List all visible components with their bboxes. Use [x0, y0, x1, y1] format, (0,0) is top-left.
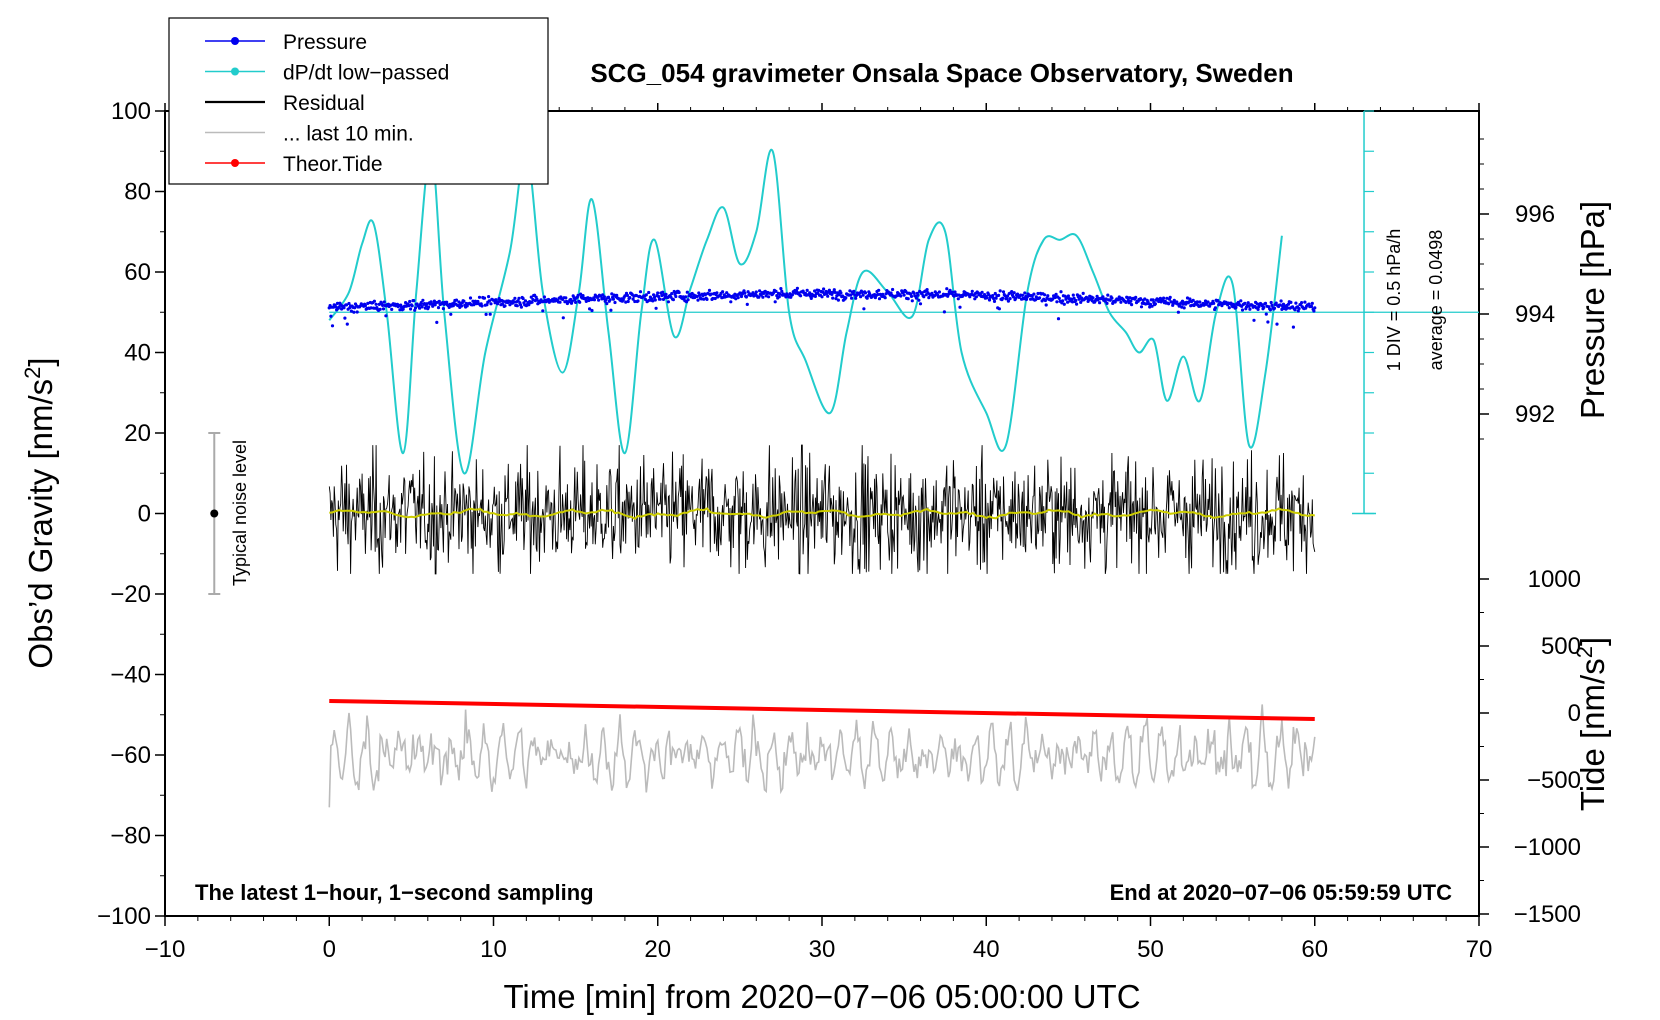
- x-tick-label: 0: [323, 936, 336, 963]
- last-10-min-line: [328, 704, 1316, 808]
- pressure-tick-label: 992: [1515, 401, 1555, 428]
- x-tick-label: 70: [1466, 936, 1493, 963]
- tide-tick-label: −1000: [1514, 834, 1581, 861]
- y-tick-label: 0: [138, 501, 151, 528]
- dpdt-scale-label: 1 DIV = 0.5 hPa/h: [1384, 229, 1404, 372]
- chart-title: SCG_054 gravimeter Onsala Space Observat…: [590, 58, 1293, 88]
- legend: Pressure dP/dt low−passed Residual ... last…: [168, 17, 549, 185]
- bottom-left-note: The latest 1−hour, 1−second sampling: [195, 880, 594, 905]
- x-axis-label: Time [min] from 2020−07−06 05:00:00 UTC: [503, 978, 1140, 1015]
- pressure-dots: [327, 286, 1317, 329]
- bottom-right-note: End at 2020−07−06 05:59:59 UTC: [1110, 880, 1453, 905]
- pressure-tick-label: 996: [1515, 201, 1555, 228]
- y-tick-label: 60: [124, 259, 151, 286]
- pressure-axis-ticks: 992 994 996: [1479, 138, 1555, 440]
- pressure-tick-label: 994: [1515, 301, 1555, 328]
- y-tick-label: 20: [124, 420, 151, 447]
- tide-axis-label: Tide [nm/s2]: [1572, 637, 1611, 811]
- tide-tick-label: −1500: [1514, 901, 1581, 928]
- residual-smoothed-line: [329, 507, 1315, 520]
- x-tick-label: 30: [809, 936, 836, 963]
- legend-swatch-dot: [231, 67, 239, 76]
- x-tick-label: −10: [145, 936, 186, 963]
- tide-line: [329, 698, 1315, 722]
- theor-tide-series: [329, 698, 1315, 722]
- pressure-axis-label: Pressure [hPa]: [1574, 201, 1611, 419]
- y-tick-label: 100: [111, 98, 151, 125]
- dpdt-scale-axis: [329, 110, 1479, 515]
- dpdt-average-label: average = 0.0498: [1426, 230, 1446, 371]
- noise-level-label: Typical noise level: [230, 440, 250, 586]
- legend-swatch-dot: [231, 159, 239, 167]
- legend-label: dP/dt low−passed: [283, 62, 449, 85]
- y-tick-label: −100: [97, 903, 151, 930]
- legend-label: Pressure: [283, 31, 367, 54]
- y-axis-label-close: ]: [22, 357, 59, 366]
- tide-axis-label-text: Tide [nm/s: [1574, 658, 1611, 811]
- dpdt-line: [328, 148, 1283, 475]
- dpdt-series: [328, 148, 1283, 475]
- tide-tick-label: 500: [1541, 633, 1581, 660]
- tide-axis-ticks: −1500 −1000 −500 0 500 1000: [1479, 566, 1581, 928]
- tide-tick-label: 0: [1568, 700, 1581, 727]
- noise-level-bar: [208, 432, 221, 595]
- y-axis-ticks: −100 −80 −60 −40 −20 0 20 40 60 80 100: [97, 98, 165, 930]
- y-axis-label: Obs’d Gravity [nm/s2]: [20, 357, 59, 668]
- x-tick-label: 60: [1301, 936, 1328, 963]
- x-tick-label: 40: [973, 936, 1000, 963]
- residual-series: [328, 444, 1316, 575]
- x-tick-label: 20: [644, 936, 671, 963]
- legend-label: Residual: [283, 92, 365, 115]
- tide-axis-label-close: ]: [1574, 637, 1611, 646]
- tide-axis-label-sup: 2: [1572, 646, 1597, 658]
- y-tick-label: 40: [124, 340, 151, 367]
- legend-swatch-dot: [231, 37, 239, 45]
- x-axis-ticks: −10 0 10 20 30 40 50 60 70: [145, 103, 1493, 963]
- tide-tick-label: 1000: [1528, 566, 1581, 593]
- y-axis-label-sup: 2: [20, 367, 45, 379]
- last-10-min-series: [328, 704, 1316, 808]
- y-tick-label: −60: [110, 742, 151, 769]
- y-tick-label: −20: [110, 581, 151, 608]
- y-tick-label: 80: [124, 179, 151, 206]
- y-tick-label: −40: [110, 662, 151, 689]
- noise-bar-center-dot: [210, 509, 219, 518]
- residual-line: [328, 444, 1316, 575]
- y-tick-label: −80: [110, 823, 151, 850]
- y-axis-label-text: Obs’d Gravity [nm/s: [22, 379, 59, 669]
- tide-tick-label: −500: [1527, 767, 1581, 794]
- x-tick-label: 10: [480, 936, 507, 963]
- legend-label: Theor.Tide: [283, 153, 383, 176]
- legend-label: ... last 10 min.: [283, 123, 414, 146]
- pressure-series: [327, 286, 1317, 329]
- x-tick-label: 50: [1137, 936, 1164, 963]
